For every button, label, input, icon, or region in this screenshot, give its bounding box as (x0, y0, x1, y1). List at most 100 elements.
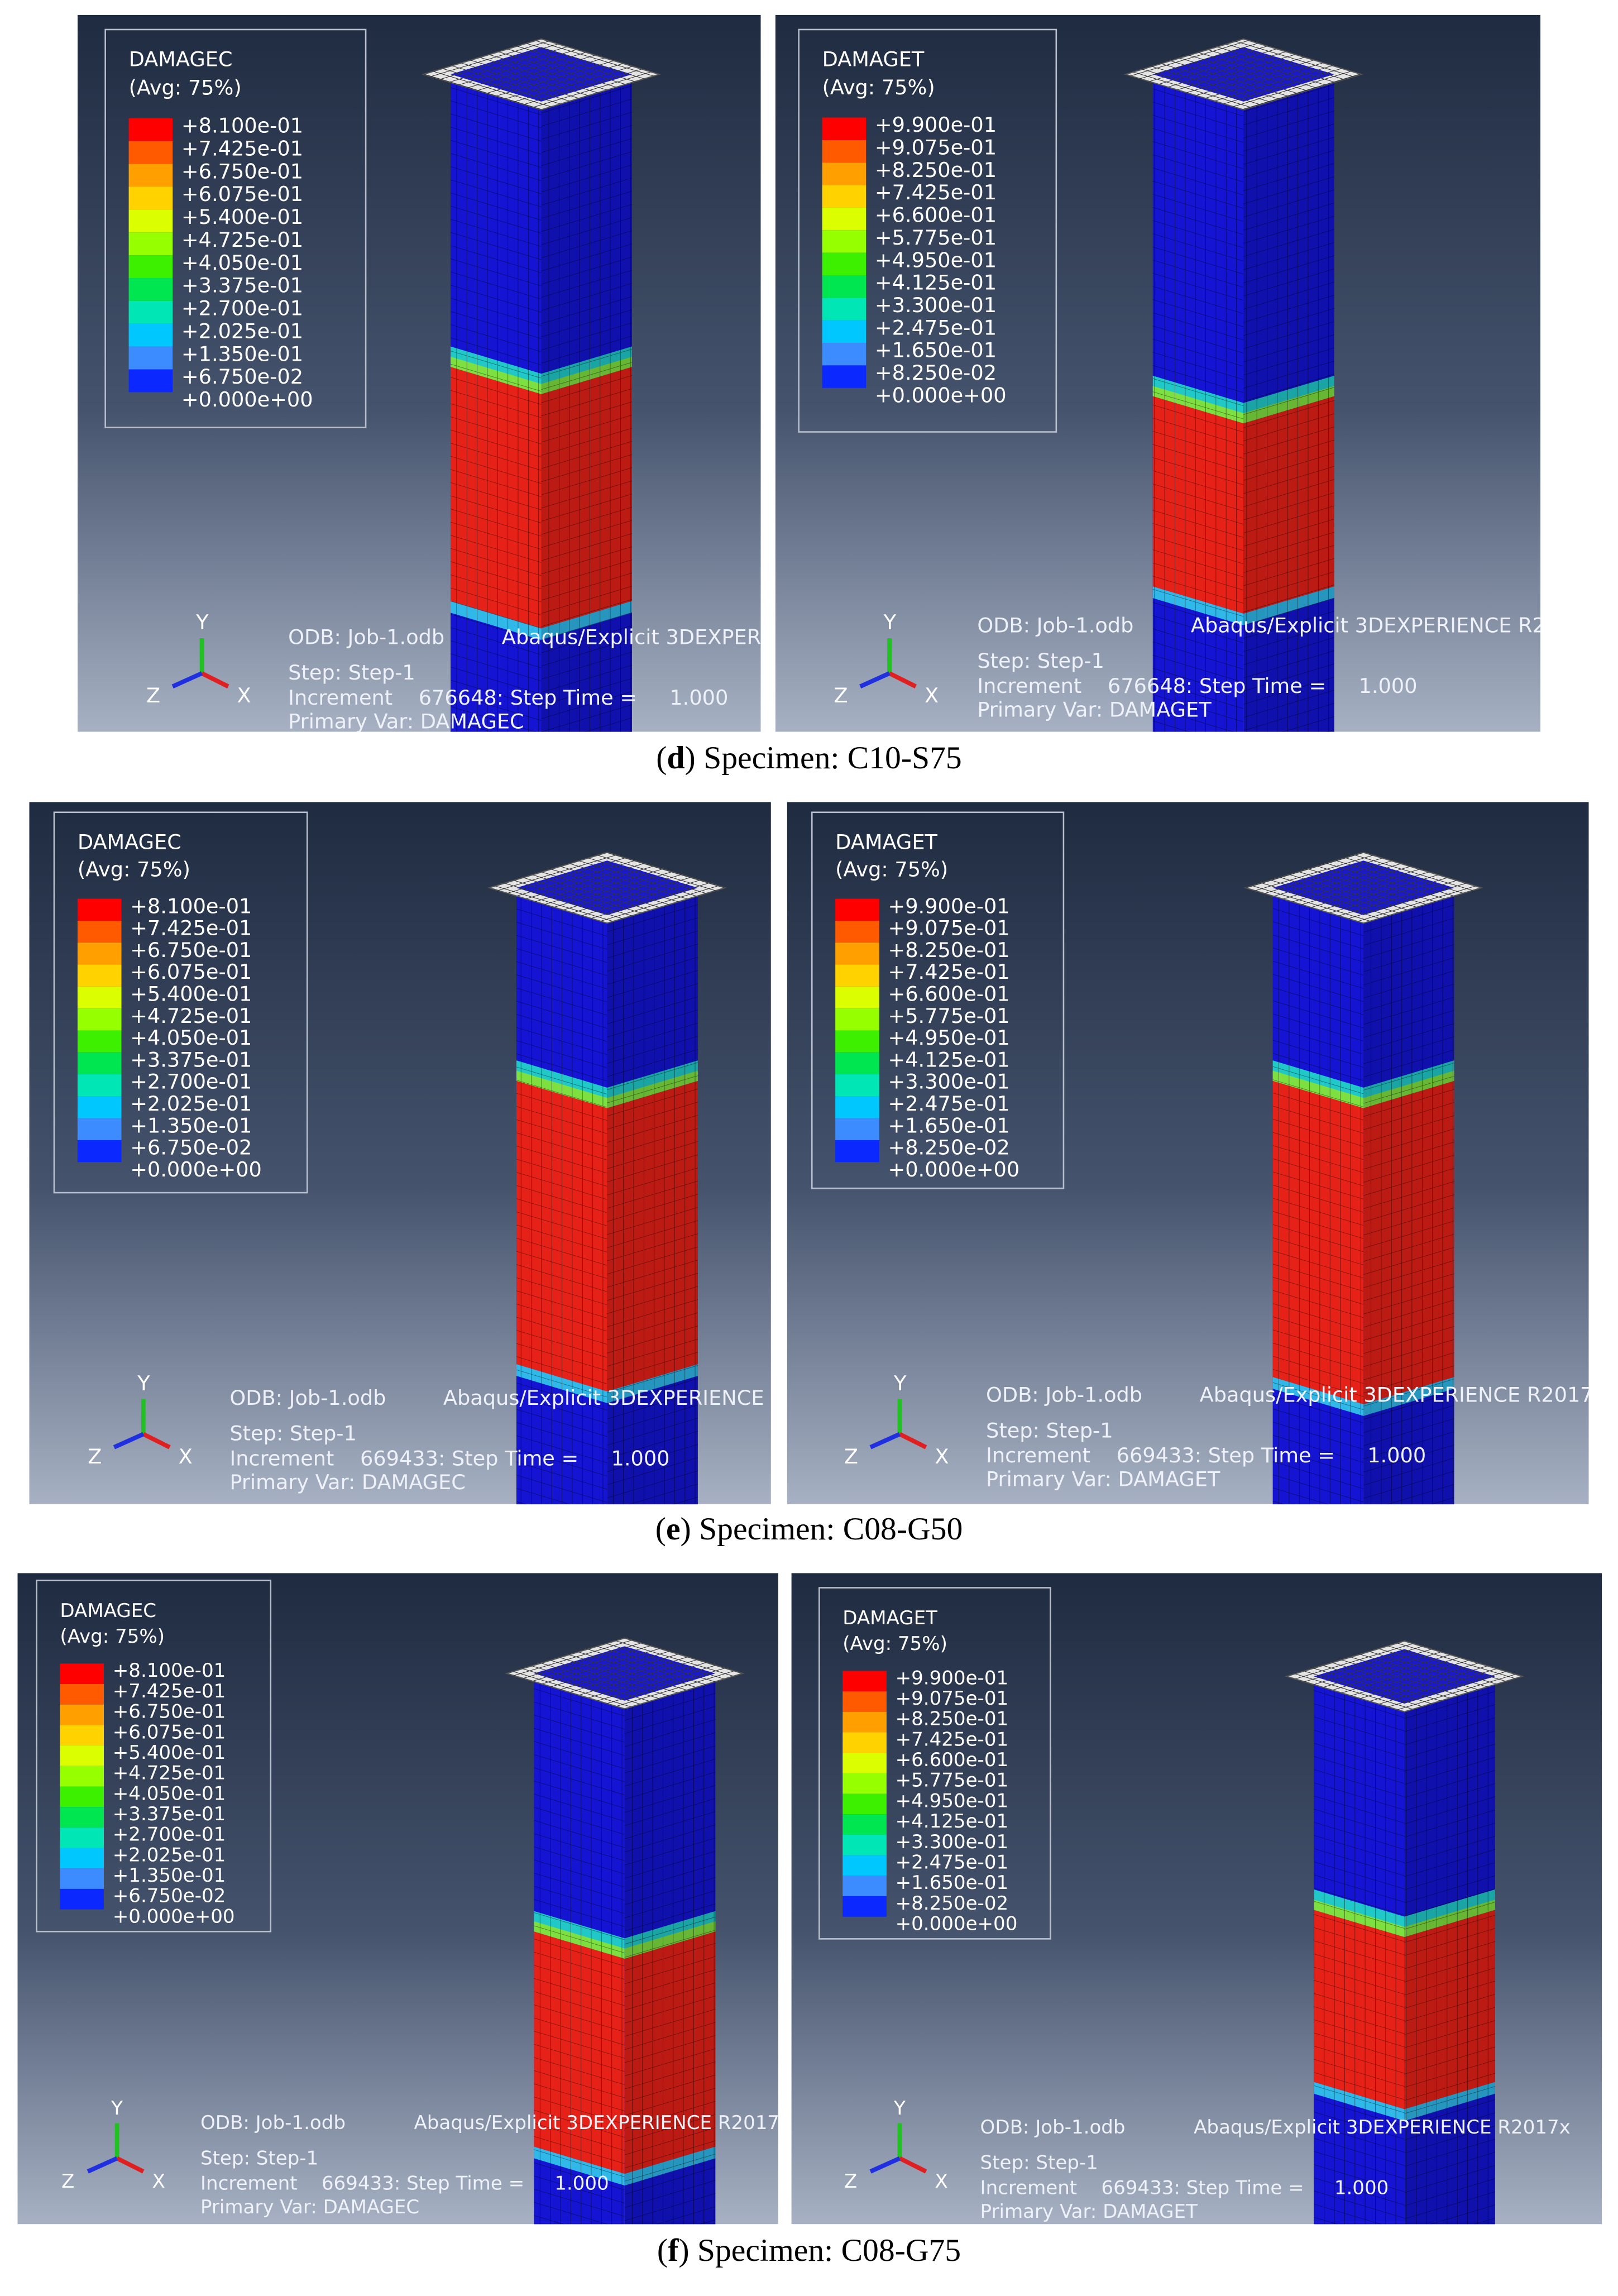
legend-swatch (128, 369, 173, 393)
legend-swatch (842, 1834, 887, 1855)
axis-z (869, 1432, 901, 1450)
legend-label: +7.425e-01 (896, 1728, 1009, 1750)
legend-label: +7.425e-01 (875, 180, 997, 204)
legend-swatch (128, 186, 173, 210)
legend-swatch (60, 1725, 104, 1746)
primary-var: Primary Var: DAMAGET (980, 2201, 1198, 2223)
column (1284, 1640, 1525, 2225)
legend-swatch (835, 920, 879, 943)
solver: Abaqus/Explicit 3DEXPERIENCE R2017x (1194, 2116, 1571, 2139)
odb-name: ODB: Job-1.odb (977, 613, 1133, 637)
mesh (1313, 1676, 1405, 2225)
mesh (624, 1673, 716, 2225)
legend-swatch (835, 986, 879, 1009)
legend-swatch (60, 1684, 104, 1705)
legend-swatch (128, 141, 173, 164)
legend-swatch (835, 1074, 879, 1097)
legend-swatch (128, 255, 173, 279)
legend-swatch (835, 1118, 879, 1140)
primary-var: Primary Var: DAMAGEC (229, 1470, 465, 1494)
axis-z (171, 671, 203, 689)
legend-swatch (822, 365, 867, 388)
legend-title: DAMAGET (842, 1607, 937, 1629)
face-shade (1404, 1676, 1495, 2225)
legend-label: +8.250e-01 (875, 158, 997, 182)
legend-label: +3.300e-01 (888, 1070, 1009, 1094)
legend-swatch (77, 1140, 122, 1163)
legend-swatch (842, 1691, 887, 1712)
legend-swatch (842, 1896, 887, 1917)
legend-title: DAMAGET (822, 47, 925, 71)
legend-swatch (77, 920, 122, 943)
legend-title: DAMAGEC (129, 47, 233, 71)
legend-label: +9.900e-01 (888, 894, 1009, 918)
legend-swatch (77, 943, 122, 965)
solver: Abaqus/Explicit 3DEXPERIENCE R2017x (1191, 613, 1597, 637)
legend-title: DAMAGEC (78, 830, 181, 854)
face-shade (624, 1673, 716, 2225)
face-shade (1363, 887, 1454, 1505)
top-mesh (506, 1638, 743, 1709)
legend-box (798, 28, 1057, 433)
top-mesh (423, 39, 659, 110)
legend-label: +8.250e-02 (888, 1136, 1009, 1160)
legend-swatch (77, 898, 122, 921)
legend-label: +6.600e-01 (896, 1749, 1009, 1771)
column (487, 852, 727, 1505)
legend-label: +4.125e-01 (875, 271, 997, 295)
legend-swatch (835, 1008, 879, 1031)
legend-swatch (77, 1118, 122, 1140)
odb-name: ODB: Job-1.odb (980, 2116, 1126, 2139)
axis-z (859, 671, 891, 689)
legend-swatch (60, 1704, 104, 1725)
caption-prefix: ( (657, 2233, 668, 2268)
legend-swatch (822, 252, 867, 275)
caption-letter: f (668, 2233, 679, 2268)
legend-label: +6.075e-01 (113, 1721, 226, 1743)
axis-label: Y (893, 2097, 906, 2120)
legend-label: +8.100e-01 (181, 114, 303, 138)
mesh (451, 74, 542, 732)
legend-swatch (128, 300, 173, 324)
legend-label: +8.250e-02 (875, 361, 997, 385)
legend-swatch (842, 1732, 887, 1753)
legend-label: +9.900e-01 (896, 1667, 1009, 1689)
legend-swatch (842, 1773, 887, 1794)
legend-label: +2.700e-01 (130, 1070, 252, 1094)
legend-box (53, 811, 308, 1194)
legend-label: +3.375e-01 (113, 1803, 226, 1825)
legend-box (818, 1587, 1051, 1940)
column (505, 1637, 745, 2225)
panel: DAMAGEC(Avg: 75%)+8.100e-01+7.425e-01+6.… (29, 802, 849, 1505)
axis-label: Y (137, 1371, 150, 1395)
axis-z (113, 1432, 145, 1450)
legend-label: +8.250e-02 (896, 1892, 1009, 1915)
odb-name: ODB: Job-1.odb (229, 1386, 386, 1410)
top-mesh (489, 852, 725, 924)
axis-z (87, 2156, 118, 2174)
caption: (e) Specimen: C08-G50 (655, 1511, 963, 1547)
primary-var: Primary Var: DAMAGEC (200, 2196, 419, 2218)
legend-label: +5.400e-01 (181, 205, 303, 229)
axis-x (898, 2156, 927, 2174)
legend-label: +4.050e-01 (181, 251, 303, 275)
solver: Abaqus/Explicit 3DEXPERIENCE R2017x (443, 1386, 849, 1410)
legend-box (104, 28, 367, 428)
legend-swatch (77, 1074, 122, 1097)
increment: Increment 669433: Step Time = 1.000 (229, 1446, 669, 1470)
legend-box (36, 1580, 272, 1933)
legend-swatch (835, 943, 879, 965)
legend-swatch (822, 117, 867, 140)
legend-subtitle: (Avg: 75%) (129, 76, 242, 100)
legend-label: +3.300e-01 (896, 1831, 1009, 1853)
column (421, 38, 662, 732)
legend-swatch (822, 275, 867, 298)
face-shade (607, 887, 698, 1505)
legend-label: +6.750e-02 (130, 1136, 252, 1160)
legend-label: +6.075e-01 (181, 182, 303, 206)
legend-swatch (842, 1711, 887, 1733)
mesh (1152, 74, 1244, 732)
odb-name: ODB: Job-1.odb (986, 1383, 1142, 1407)
legend-label: +1.650e-01 (875, 338, 997, 362)
legend-swatch (835, 964, 879, 987)
